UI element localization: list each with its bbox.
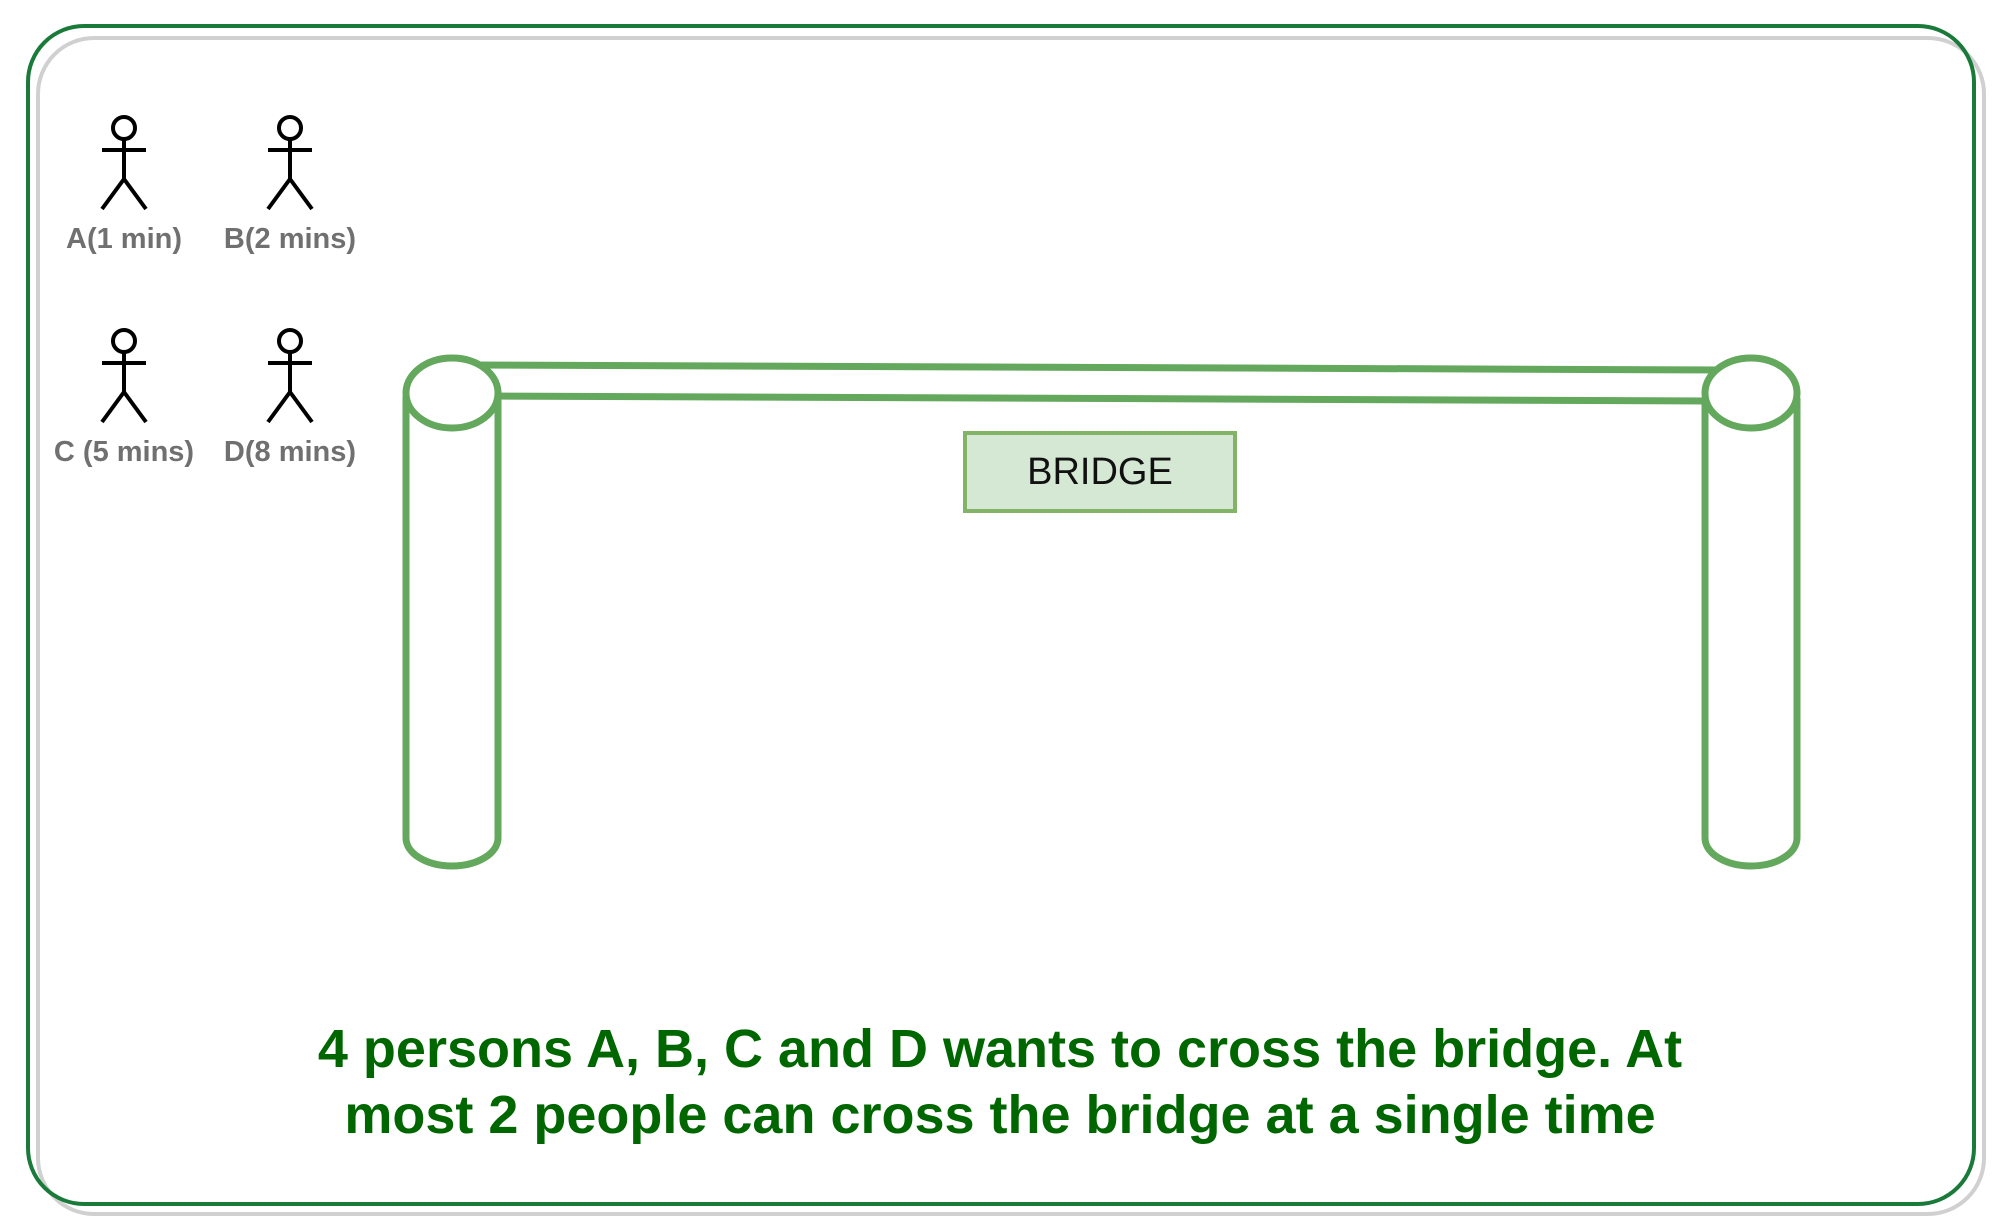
- person-d: D(8 mins): [200, 328, 380, 469]
- stick-figure-icon: [266, 115, 314, 211]
- diagram-frame: [26, 24, 1976, 1206]
- left-pillar-body: [402, 396, 502, 870]
- caption: 4 persons A, B, C and D wants to cross t…: [200, 1016, 1800, 1148]
- person-a: A(1 min): [34, 115, 214, 256]
- bridge-deck-bottom-edge: [489, 392, 1709, 405]
- caption-line-1: 4 persons A, B, C and D wants to cross t…: [317, 1019, 1683, 1079]
- person-c: C (5 mins): [34, 328, 214, 469]
- frame-shadow: [36, 36, 1986, 1216]
- stick-figure-icon: [100, 328, 148, 424]
- bridge-label: BRIDGE: [963, 431, 1237, 513]
- bridge-deck-top-edge: [469, 361, 1729, 374]
- right-pillar-body: [1701, 398, 1801, 870]
- stick-figure-icon: [100, 115, 148, 211]
- person-label-c: C (5 mins): [53, 436, 195, 468]
- left-pillar-top: [402, 354, 502, 432]
- caption-line-2: most 2 people can cross the bridge at a …: [344, 1085, 1656, 1145]
- person-label-a: A(1 min): [66, 223, 182, 255]
- person-label-d: D(8 mins): [223, 436, 357, 468]
- person-label-b: B(2 mins): [223, 223, 357, 255]
- right-pillar-top: [1701, 354, 1801, 432]
- person-b: B(2 mins): [200, 115, 380, 256]
- stick-figure-icon: [266, 328, 314, 424]
